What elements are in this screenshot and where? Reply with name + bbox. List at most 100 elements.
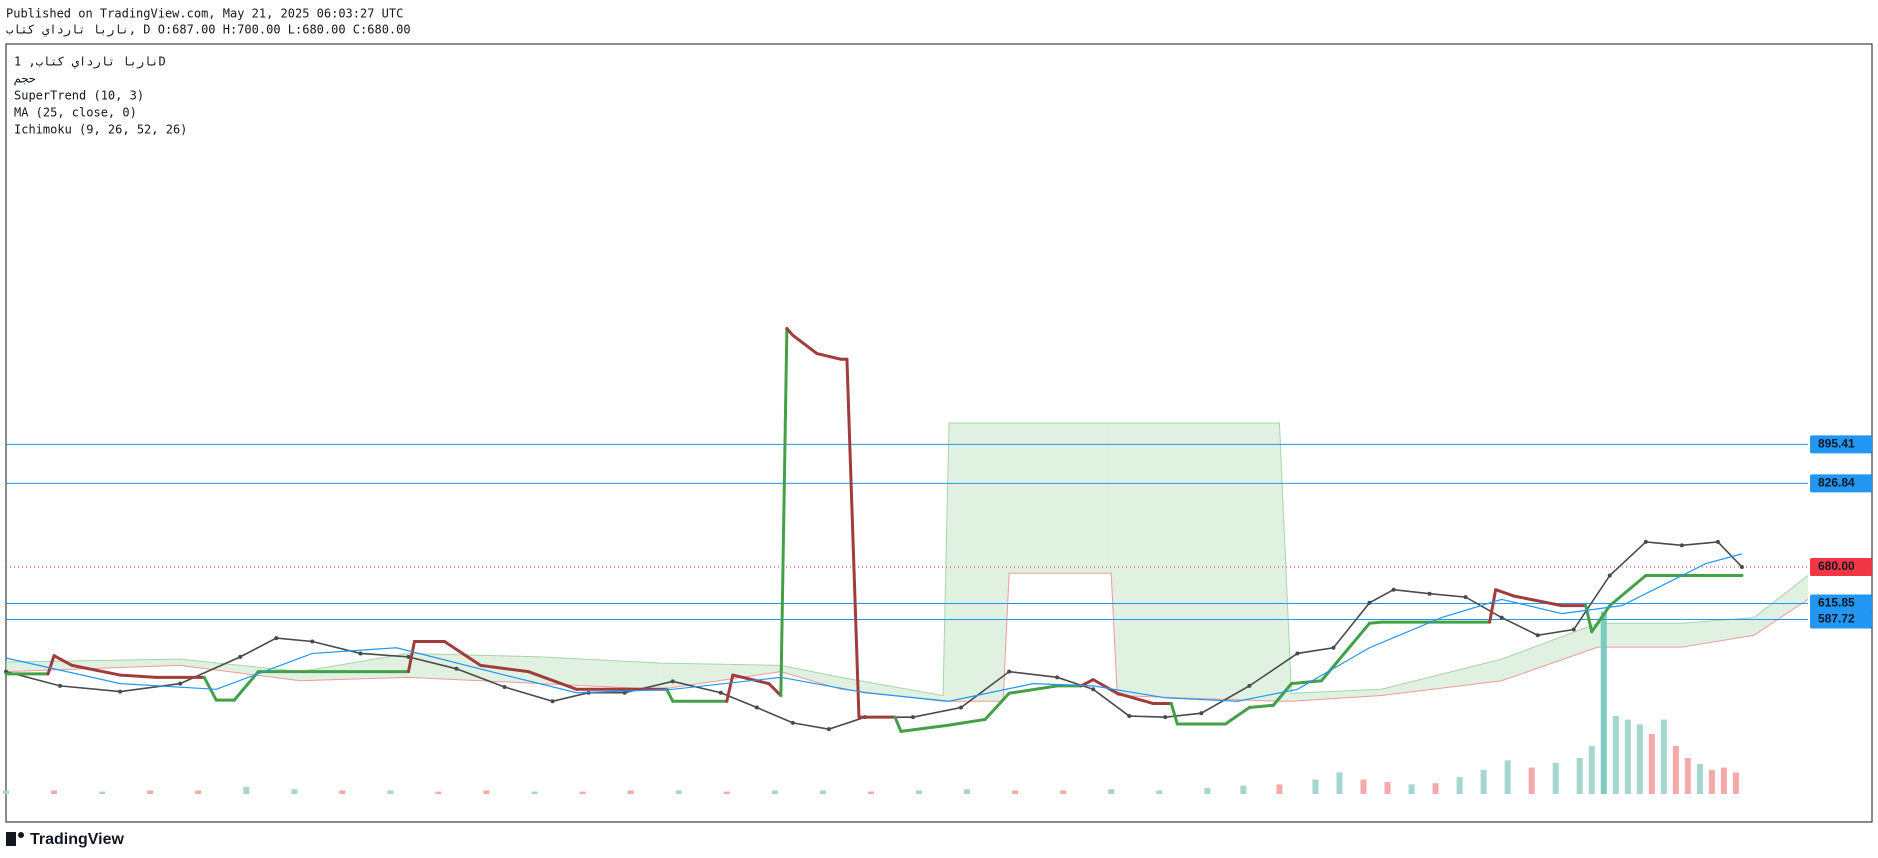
span-b-line <box>5 572 1809 702</box>
volume-bar <box>964 789 971 794</box>
price-point <box>1463 595 1468 600</box>
volume-bar <box>627 790 634 794</box>
volume-bar <box>1552 762 1559 794</box>
volume-bar <box>867 791 874 794</box>
level-label: 587.72 <box>1818 612 1855 626</box>
supertrend-segment <box>70 663 122 677</box>
supertrend-segment <box>46 654 56 676</box>
volume-bar <box>1480 770 1487 794</box>
legend-symbol: ناربا تارداي كتاب, 1D <box>14 55 166 70</box>
volume-bar <box>675 790 682 794</box>
supertrend-segment <box>1590 604 1612 634</box>
level-label-box <box>1810 594 1872 613</box>
price-point <box>1007 669 1012 674</box>
cloud-segment <box>1291 689 1382 702</box>
price-point <box>1163 715 1168 720</box>
supertrend-segment <box>442 639 483 667</box>
price-point <box>118 689 123 694</box>
level-label-box <box>1810 435 1872 454</box>
volume-bar <box>1660 719 1667 794</box>
volume-bar <box>1672 746 1679 794</box>
volume-bar <box>1648 734 1655 794</box>
price-point <box>1331 645 1336 650</box>
supertrend-segment <box>232 670 260 702</box>
cloud-segment <box>660 663 781 690</box>
supertrend-segment <box>983 691 1011 721</box>
cloud-segment <box>1681 617 1754 648</box>
price-point <box>959 705 964 710</box>
volume-bar <box>1360 779 1367 794</box>
price-point <box>911 715 916 720</box>
supertrend-segment <box>406 639 416 674</box>
price-point <box>1535 633 1540 638</box>
legend-volume: حجم <box>14 72 36 86</box>
supertrend-segment <box>1247 703 1275 710</box>
supertrend-segment <box>815 352 843 361</box>
ohlc-line: ناربا تارداي كتاب, D O:687.00 H:700.00 L… <box>6 23 411 38</box>
price-point <box>1391 587 1396 592</box>
volume-bar <box>195 790 202 794</box>
cloud-segment <box>1009 422 1112 574</box>
price-point <box>1247 683 1252 688</box>
price-point <box>406 654 411 659</box>
price-point <box>58 683 63 688</box>
brand-logo <box>6 832 16 846</box>
volume-bar <box>1600 611 1607 794</box>
volume-bar <box>819 790 826 794</box>
supertrend-segment <box>1079 678 1095 688</box>
volume-bar <box>387 790 394 794</box>
price-point <box>1199 711 1204 716</box>
price-point <box>454 666 459 671</box>
cloud-segment <box>300 653 409 681</box>
volume-bar <box>1696 764 1703 794</box>
volume-bar <box>1612 716 1619 794</box>
volume-bar <box>1108 789 1115 794</box>
price-point <box>790 720 795 725</box>
level-label-box <box>1810 557 1872 576</box>
supertrend-segment <box>791 333 819 356</box>
cloud-segment <box>1597 623 1682 648</box>
volume-bar <box>916 790 923 794</box>
supertrend-segment <box>1488 588 1498 624</box>
volume-bar <box>1456 777 1463 794</box>
cloud-segment <box>1381 659 1502 696</box>
supertrend-segment <box>1115 691 1155 706</box>
brand-logo <box>18 832 24 838</box>
volume-bar <box>1240 785 1247 794</box>
volume-bar <box>1384 782 1391 794</box>
volume-bar <box>1312 779 1319 794</box>
price-point <box>550 699 555 704</box>
level-label: 615.85 <box>1818 596 1855 610</box>
axes: 895.41 826.84 615.85 587.72 680.00 <box>1810 435 1872 629</box>
supertrend-segment <box>118 673 158 679</box>
supertrend-segment <box>1223 706 1251 726</box>
price-point <box>1607 573 1612 578</box>
volume-bar <box>1432 783 1439 794</box>
supertrend-segment <box>785 327 795 337</box>
supertrend-segment <box>779 327 789 698</box>
series-line <box>5 541 1743 730</box>
chart-frame <box>5 43 1873 823</box>
supertrend-segment <box>725 673 735 703</box>
supertrend-segment <box>1271 682 1293 707</box>
supertrend-segment <box>1608 573 1648 608</box>
volume-bar <box>1708 770 1715 794</box>
volume-bar <box>1576 758 1583 794</box>
supertrend-segment <box>52 654 74 667</box>
cloud-segment <box>840 677 944 702</box>
volume-bar <box>1720 767 1727 794</box>
volume-bar <box>483 790 490 794</box>
legend-ma: MA (25, close, 0) <box>14 106 137 120</box>
volume-bar <box>1204 788 1211 794</box>
supertrend-segment <box>1494 588 1516 598</box>
volume-bar <box>51 790 58 794</box>
legend-supertrend: SuperTrend (10, 3) <box>14 89 144 103</box>
cloud-segment <box>1753 575 1808 636</box>
price-point <box>826 727 831 732</box>
price-point <box>1091 687 1096 692</box>
level-label: 895.41 <box>1818 437 1855 451</box>
volume-bar <box>1012 790 1019 794</box>
span-a-line <box>5 422 1809 697</box>
volume-bar <box>1060 790 1067 794</box>
